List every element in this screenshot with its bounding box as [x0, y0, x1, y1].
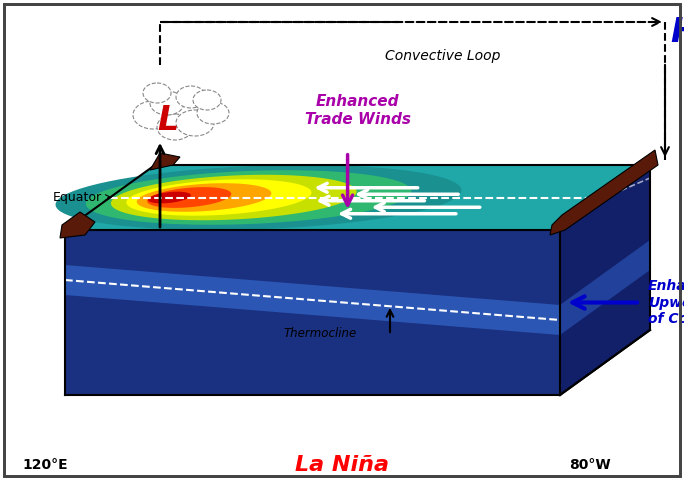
- Polygon shape: [65, 165, 650, 230]
- Ellipse shape: [157, 114, 193, 140]
- Text: 120°E: 120°E: [22, 458, 68, 472]
- Polygon shape: [65, 265, 560, 335]
- Text: Enhanced
Trade Winds: Enhanced Trade Winds: [304, 95, 410, 127]
- Ellipse shape: [143, 83, 171, 103]
- Text: H: H: [670, 16, 684, 49]
- Text: Thermocline: Thermocline: [283, 327, 356, 340]
- Ellipse shape: [133, 101, 173, 129]
- Ellipse shape: [197, 102, 229, 124]
- Polygon shape: [137, 183, 272, 212]
- Polygon shape: [550, 150, 658, 235]
- Polygon shape: [86, 170, 412, 225]
- Text: 80°W: 80°W: [569, 458, 611, 472]
- Polygon shape: [60, 212, 95, 238]
- Text: Enhanced
Upwelling
of Cold Water: Enhanced Upwelling of Cold Water: [648, 279, 684, 326]
- Ellipse shape: [193, 90, 221, 110]
- Text: Convective Loop: Convective Loop: [385, 49, 500, 63]
- Polygon shape: [65, 230, 560, 395]
- Polygon shape: [148, 192, 191, 204]
- Text: La Niña: La Niña: [295, 455, 389, 475]
- Text: Equator: Equator: [53, 191, 102, 204]
- Text: L: L: [157, 104, 179, 137]
- Ellipse shape: [150, 91, 184, 115]
- Polygon shape: [111, 175, 356, 220]
- Polygon shape: [560, 240, 650, 335]
- Ellipse shape: [176, 110, 214, 136]
- Polygon shape: [150, 153, 180, 170]
- Polygon shape: [147, 187, 231, 208]
- Polygon shape: [55, 165, 462, 230]
- Polygon shape: [127, 180, 311, 216]
- Ellipse shape: [176, 86, 206, 108]
- Polygon shape: [560, 165, 650, 395]
